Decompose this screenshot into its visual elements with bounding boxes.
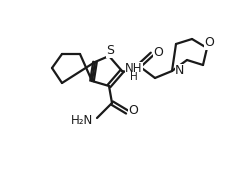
- Text: O: O: [128, 104, 138, 118]
- Text: H: H: [130, 72, 138, 82]
- Text: H₂N: H₂N: [71, 114, 93, 128]
- Text: NH: NH: [125, 62, 143, 74]
- Text: O: O: [153, 46, 163, 58]
- Text: N: N: [175, 64, 184, 76]
- Text: S: S: [106, 45, 114, 58]
- Text: O: O: [204, 37, 214, 50]
